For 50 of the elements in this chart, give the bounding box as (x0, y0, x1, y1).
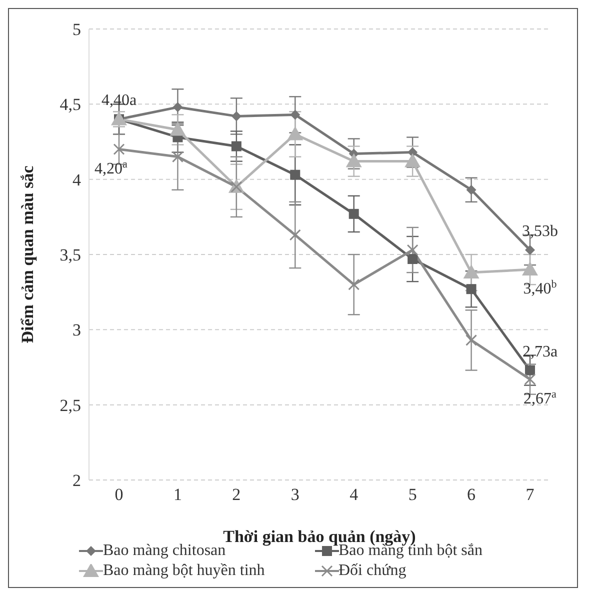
point (172, 151, 184, 163)
point (172, 102, 183, 112)
y-tick-label: 2,5 (60, 396, 81, 415)
data-label: 3,40$^{b}$ (523, 278, 558, 298)
point (524, 374, 536, 386)
y-tick-label: 3 (72, 320, 81, 340)
x-tick-label: 5 (408, 485, 417, 504)
point (348, 208, 359, 219)
point (113, 144, 125, 156)
point (466, 334, 478, 346)
point (466, 284, 476, 294)
data-label: 2,67$^{a}$ (524, 388, 557, 408)
x-axis-title: Thời gian bảo quản (ngày) (223, 527, 416, 546)
data-label: 4,40a (101, 92, 137, 110)
data-label: 2,73a (522, 343, 558, 360)
point (522, 262, 538, 276)
y-tick-label: 3,5 (60, 246, 81, 265)
point (466, 184, 476, 195)
legend-label: Bao màng chitosan (103, 542, 226, 560)
x-tick-label: 0 (114, 485, 124, 504)
point (231, 111, 242, 122)
x-tick-label: 1 (173, 485, 182, 504)
point (346, 153, 362, 168)
point (289, 229, 301, 241)
y-axis-title: Điểm cảm quan màu sắc (18, 165, 38, 344)
point (290, 110, 300, 120)
point (525, 365, 535, 376)
x-tick-label: 4 (350, 485, 359, 504)
point (404, 153, 421, 168)
point (170, 122, 186, 136)
point (287, 126, 304, 140)
data-label: 4,20$^{a}$ (94, 158, 128, 178)
legend-label: Đối chứng (338, 562, 406, 580)
y-tick-label: 4 (72, 170, 82, 190)
x-tick-label: 3 (290, 485, 300, 504)
point (406, 244, 418, 256)
x-tick-label: 7 (526, 485, 535, 504)
point (290, 170, 300, 180)
legend-label: Bao màng bột huyền tinh (103, 562, 265, 580)
point (231, 141, 242, 152)
data-label: 3,53b (522, 222, 558, 240)
point (348, 278, 360, 290)
point (408, 254, 418, 264)
point (525, 244, 535, 255)
x-tick-label: 2 (232, 485, 241, 504)
point (463, 264, 480, 279)
x-tick-label: 6 (467, 485, 476, 504)
y-tick-label: 2 (72, 471, 81, 490)
y-tick-label: 5 (72, 20, 81, 40)
y-tick-label: 4,5 (60, 95, 81, 114)
